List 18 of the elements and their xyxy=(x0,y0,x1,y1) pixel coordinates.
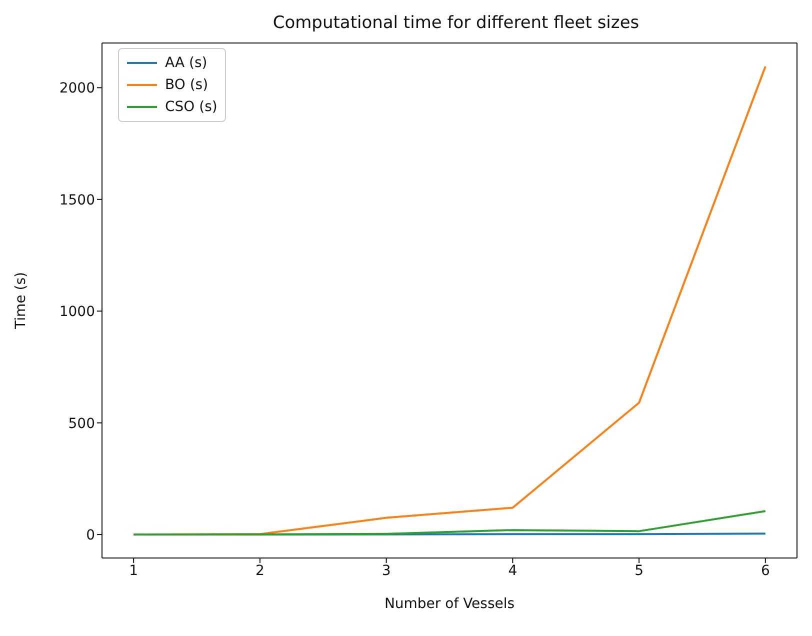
y-tick-label: 1500 xyxy=(59,192,95,208)
legend-label: AA (s) xyxy=(165,54,208,73)
y-axis-title: Time (s) xyxy=(12,272,29,330)
y-tick-label: 1000 xyxy=(59,304,95,320)
x-tick-label: 5 xyxy=(634,562,644,579)
x-tick-label: 4 xyxy=(508,562,518,579)
y-tick-label: 500 xyxy=(68,416,95,432)
x-tick-label: 6 xyxy=(760,562,770,579)
x-tick-label: 2 xyxy=(255,562,264,579)
x-tick-label: 1 xyxy=(129,562,138,579)
y-tick-label: 0 xyxy=(86,528,95,544)
legend-label: BO (s) xyxy=(165,76,208,95)
x-axis-title: Number of Vessels xyxy=(384,596,515,612)
chart-title: Computational time for different fleet sizes xyxy=(272,12,640,35)
line-series xyxy=(132,510,766,536)
y-tick-label: 2000 xyxy=(59,80,95,97)
legend-label: CSO (s) xyxy=(165,98,218,117)
x-tick-label: 3 xyxy=(382,562,391,579)
